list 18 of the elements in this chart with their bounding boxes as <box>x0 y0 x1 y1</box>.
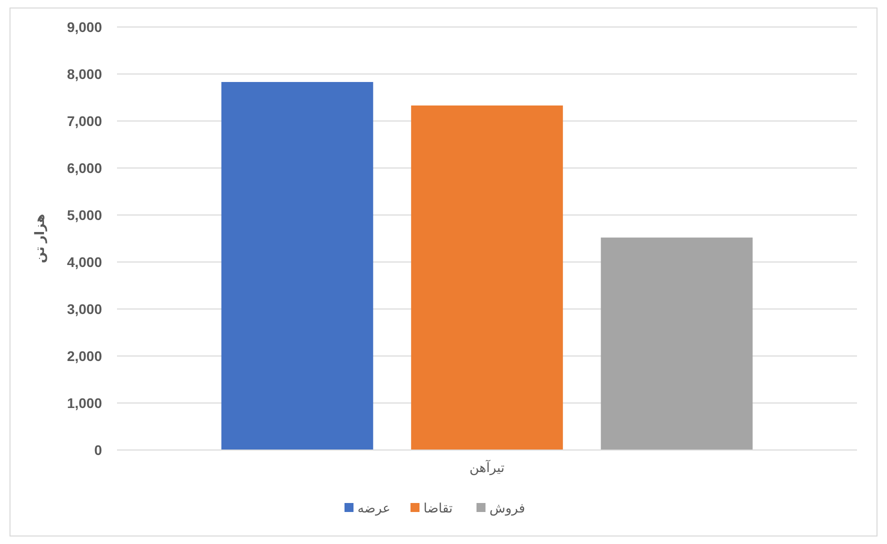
y-tick-label: 8,000 <box>66 66 102 82</box>
y-tick-label: 6,000 <box>66 160 102 176</box>
y-tick-label: 3,000 <box>66 300 102 317</box>
y-tick-label: 0 <box>94 442 102 458</box>
y-tick-label: 7,000 <box>66 112 102 129</box>
bar <box>600 238 753 450</box>
legend-label: عرضه <box>358 500 390 517</box>
legend-label: فروش <box>490 500 526 517</box>
x-tick-label: تیرآهن <box>469 459 505 476</box>
y-tick-label: 1,000 <box>66 394 102 411</box>
legend-label: تقاضا <box>424 500 454 516</box>
y-tick-label: 5,000 <box>66 206 102 223</box>
y-tick-label: 2,000 <box>66 348 102 364</box>
y-axis-title: هزار تن <box>32 214 48 264</box>
bar <box>221 82 374 450</box>
y-tick-label: 4,000 <box>66 254 102 270</box>
y-tick-label: 9,000 <box>66 18 102 35</box>
bar <box>411 105 563 450</box>
